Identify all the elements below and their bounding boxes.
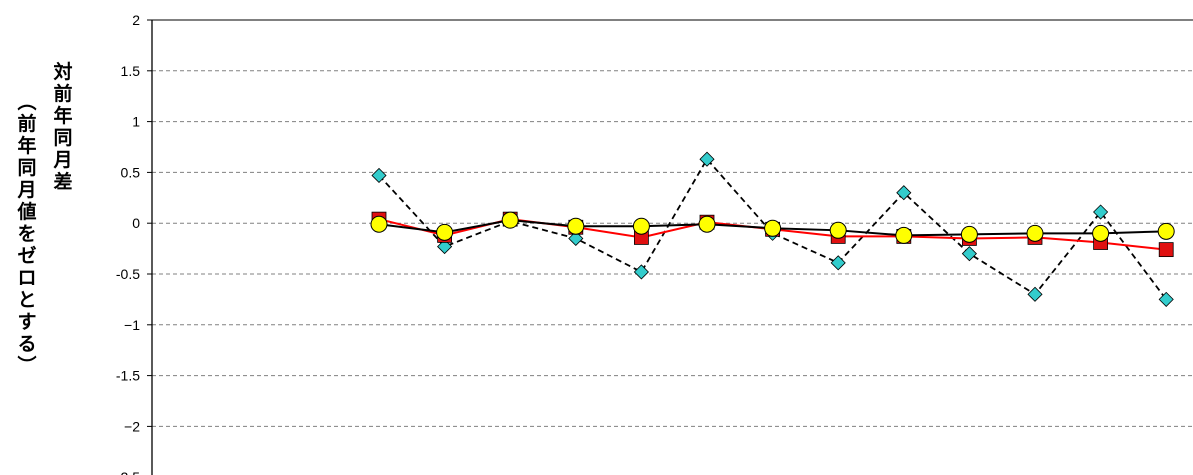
series-3-point	[764, 219, 782, 237]
series-1-point	[1158, 291, 1174, 307]
series-1-point	[568, 230, 584, 247]
y-axis-label-note: ︵前年同月値をゼロとする︶	[16, 91, 36, 377]
y-tick-label: 1.5	[121, 63, 141, 79]
y-tick-label: -2.5	[116, 469, 140, 475]
series-1-point	[437, 239, 453, 255]
series-1-point	[1027, 286, 1043, 302]
y-axis	[147, 19, 153, 475]
y-tick-label: -0.5	[116, 266, 140, 282]
series-3-point	[567, 217, 585, 235]
y-tick-labels: 2 1.5 1 0.5 0 -0.5 −1 -1.5 −2 -2.5	[116, 12, 140, 475]
gridlines	[152, 19, 1193, 427]
series-1-point	[1093, 204, 1109, 220]
series-3-point	[829, 221, 847, 239]
y-tick-label: 1	[132, 114, 140, 130]
series-3-point	[632, 217, 650, 235]
y-tick-label: −1	[124, 317, 140, 333]
data-series	[370, 151, 1175, 307]
y-axis-label-main: 対前年同月差	[52, 60, 72, 193]
y-tick-label: −2	[124, 418, 140, 434]
series-3-point	[436, 223, 454, 241]
y-tick-label: 0.5	[121, 164, 141, 180]
series-1-point	[830, 255, 846, 271]
series-3-point	[698, 215, 716, 233]
y-axis-label: 対前年同月差 ︵前年同月値をゼロとする︶	[16, 60, 72, 377]
y-tick-label: -1.5	[116, 368, 140, 384]
series-3-point	[1092, 224, 1110, 242]
series-3-point	[1157, 222, 1175, 240]
series-1-point	[699, 151, 715, 167]
y-tick-label: 0	[132, 215, 140, 231]
series-1-point	[961, 246, 977, 262]
y-tick-label: 2	[132, 12, 140, 28]
series-3-point	[501, 211, 519, 229]
series-1-point	[371, 167, 387, 184]
series-3-point	[960, 225, 978, 243]
series-3-point	[895, 226, 913, 244]
series-1-point	[896, 185, 912, 201]
series-3-point	[1026, 224, 1044, 242]
series-3-point	[370, 215, 388, 233]
series-1-point	[633, 264, 649, 280]
series-2-point	[1158, 242, 1174, 258]
